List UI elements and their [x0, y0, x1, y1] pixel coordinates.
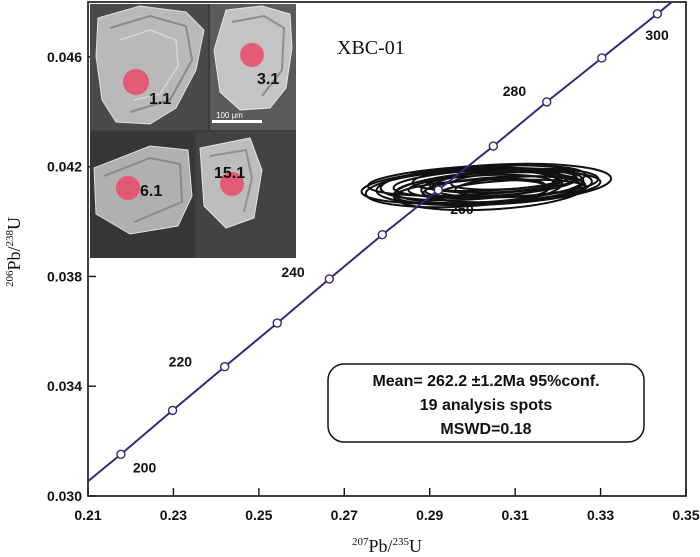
y-tick-label: 0.030: [47, 488, 82, 504]
x-tick-label: 0.33: [587, 507, 614, 523]
y-tick-label: 0.034: [47, 378, 82, 394]
concordia-marker: [167, 405, 178, 416]
concordia-marker: [597, 53, 607, 63]
concordia-age-labels: 200 220 240 260 280 300: [133, 27, 669, 475]
age-label: 200: [133, 459, 157, 475]
x-axis-tick-labels: 0.21 0.23 0.25 0.27 0.29 0.31 0.33 0.35: [74, 507, 699, 523]
x-tick-label: 0.21: [74, 507, 101, 523]
zircon-grain-1: [95, 5, 205, 125]
y-axis-title-den-sup: 238: [4, 229, 16, 246]
y-axis-title: 206Pb/238U: [4, 217, 24, 287]
x-tick-label: 0.29: [416, 507, 443, 523]
stats-spots: 19 analysis spots: [420, 397, 553, 414]
analysis-spot-3: [116, 176, 140, 200]
age-label: 280: [503, 83, 527, 99]
y-axis-title-sup: 206: [4, 270, 16, 287]
age-label: 300: [645, 27, 669, 43]
concordia-marker: [377, 230, 388, 240]
x-tick-label: 0.31: [502, 507, 529, 523]
age-label: 260: [450, 201, 474, 217]
stats-mean: Mean= 262.2 ±1.2Ma 95%conf.: [372, 373, 599, 390]
concordia-marker: [652, 9, 663, 19]
x-tick-label: 0.35: [672, 507, 699, 523]
error-ellipse: [366, 164, 587, 197]
x-axis-ticks: [87, 488, 687, 496]
zircon-grain-3: [93, 145, 193, 235]
stats-box-frame: [327, 363, 645, 443]
x-axis-title-den-element: U: [409, 536, 422, 556]
y-tick-label: 0.046: [47, 49, 82, 65]
x-axis-title-den-sup: 235: [393, 536, 410, 548]
grain-label-1: 1.1: [149, 91, 171, 108]
stats-box: Mean= 262.2 ±1.2Ma 95%conf. 19 analysis …: [327, 363, 645, 443]
sample-name: XBC-01: [337, 37, 405, 59]
y-axis-title-element: Pb: [4, 252, 24, 271]
zircon-zoning-1b: [119, 29, 179, 101]
y-tick-label: 0.042: [47, 159, 82, 175]
y-axis-title-den-element: U: [4, 217, 24, 230]
zircon-zoning-3: [103, 156, 184, 223]
concordia-marker: [433, 185, 443, 195]
grain-label-4: 15.1: [214, 165, 245, 182]
grain-label-2: 3.1: [257, 71, 279, 88]
x-axis-title-element: Pb: [368, 536, 387, 556]
age-label: 220: [169, 354, 193, 370]
y-axis-tick-labels: 0.030 0.034 0.038 0.042 0.046: [47, 49, 82, 504]
x-axis-title: 207Pb/235U: [352, 536, 422, 556]
x-tick-label: 0.23: [160, 507, 187, 523]
concordia-marker: [116, 449, 126, 459]
scale-bar: [212, 120, 262, 123]
x-axis-title-sup: 207: [352, 536, 369, 548]
grain-label-3: 6.1: [140, 183, 162, 200]
scale-bar-label: 100 μm: [216, 111, 243, 120]
analysis-spot-1: [123, 69, 149, 95]
plot-frame: [87, 1, 687, 497]
x-tick-label: 0.25: [245, 507, 272, 523]
concordia-marker: [272, 318, 282, 328]
concordia-marker: [488, 141, 499, 151]
zircon-zoning-1: [109, 14, 194, 113]
x-tick-label: 0.27: [331, 507, 358, 523]
concordia-marker: [324, 274, 335, 284]
error-ellipse: [454, 175, 585, 198]
analysis-spot-4: [220, 172, 244, 196]
error-ellipse: [450, 171, 564, 191]
age-label: 240: [281, 264, 305, 280]
cathodoluminescence-inset: 1.1 3.1 100 μm 6.1 15.1: [90, 4, 296, 258]
zircon-zoning-2: [231, 14, 286, 97]
error-ellipses: [360, 162, 613, 212]
y-tick-label: 0.038: [47, 268, 82, 284]
concordia-age-markers: [116, 9, 663, 459]
zircon-zoning-4: [209, 148, 254, 213]
stats-mswd: MSWD=0.18: [440, 421, 531, 438]
analysis-spot-2: [240, 43, 264, 67]
concordia-marker: [542, 97, 552, 107]
concordia-marker: [219, 362, 230, 372]
